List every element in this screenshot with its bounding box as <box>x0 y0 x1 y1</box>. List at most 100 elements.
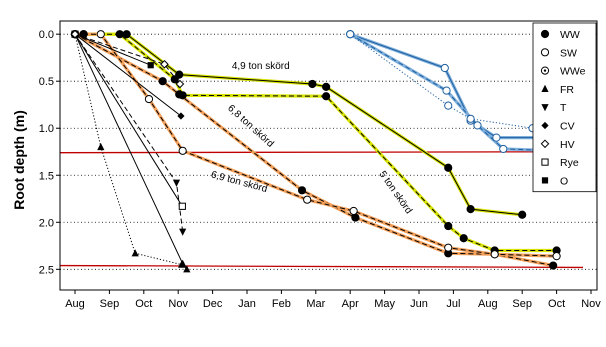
y-tick-label: 1.0 <box>39 123 54 135</box>
data-point <box>541 121 549 130</box>
x-tick-label: Mar <box>306 298 325 310</box>
data-point <box>297 186 307 195</box>
y-tick-label: 2.0 <box>39 217 54 229</box>
x-tick-label: Oct <box>135 298 152 310</box>
data-point <box>444 221 453 231</box>
data-point <box>466 205 475 214</box>
data-point-center <box>543 69 547 72</box>
y-tick-label: 0.0 <box>39 29 54 41</box>
legend-label: FR <box>560 84 574 96</box>
reference-line <box>59 151 584 154</box>
data-point <box>473 121 482 130</box>
x-tick-label: Dec <box>203 298 223 310</box>
data-point <box>459 234 468 243</box>
legend-label: O <box>560 175 568 187</box>
data-point <box>175 90 184 99</box>
data-point <box>178 260 186 268</box>
data-point <box>541 177 549 184</box>
plot-frame <box>59 20 598 291</box>
data-point <box>308 79 317 89</box>
reference-lines <box>59 151 584 269</box>
data-point <box>303 195 312 204</box>
x-tick-label: May <box>374 298 395 310</box>
data-point <box>122 30 131 39</box>
data-point <box>322 92 331 101</box>
data-point <box>541 158 549 166</box>
annotation-label: 5 ton skörd <box>377 169 414 216</box>
legend: WW SW WWe FR T CV HV Rye O <box>532 22 597 193</box>
data-point <box>541 104 549 112</box>
data-point <box>97 142 105 151</box>
legend-label: T <box>560 102 567 114</box>
series-line <box>349 33 557 152</box>
x-axis: Aug Sep Oct Nov Dec Jan Feb Mar Apr May Jun Jul Aug S… <box>65 290 601 310</box>
data-point <box>175 79 185 89</box>
data-point <box>96 30 105 39</box>
x-tick-label: Jan <box>238 298 256 310</box>
series-line <box>74 33 183 207</box>
y-axis: 0.0 0.5 1.0 1.5 2.0 2.5 <box>39 29 60 276</box>
data-point <box>540 29 550 39</box>
x-tick-label: Aug <box>65 298 85 310</box>
data-point <box>70 29 80 39</box>
data-point <box>444 163 453 172</box>
data-point <box>79 30 88 39</box>
legend-label: CV <box>560 121 575 133</box>
series-line <box>74 34 182 266</box>
data-point <box>540 139 550 149</box>
x-tick-label: Oct <box>548 298 565 310</box>
x-tick-label: Jun <box>410 298 428 310</box>
annotation-label: 6,8 ton skörd <box>225 103 275 150</box>
legend-label: WWe <box>560 66 586 78</box>
y-tick-label: 2.5 <box>39 264 54 276</box>
series-highlight <box>73 32 559 253</box>
x-tick-label: Nov <box>168 298 188 310</box>
data-point <box>170 75 179 84</box>
data-point <box>351 213 360 222</box>
data-point <box>177 112 185 120</box>
data-point <box>541 84 549 92</box>
series-line <box>74 33 151 66</box>
series-line <box>75 33 557 251</box>
data-point <box>183 265 191 273</box>
x-tick-label: Feb <box>272 298 291 310</box>
x-tick-label: Sep <box>100 298 120 310</box>
x-tick-label: Nov <box>581 298 601 310</box>
x-tick-label: Aug <box>478 298 498 310</box>
data-point <box>440 63 449 73</box>
y-tick-label: 1.5 <box>39 170 54 182</box>
data-point <box>499 144 508 154</box>
data-point <box>552 252 561 261</box>
data-point <box>147 62 154 69</box>
annotation-label: 4,9 ton skörd <box>232 61 290 72</box>
data-point <box>144 94 154 104</box>
data-point <box>492 133 501 142</box>
data-point <box>322 82 331 91</box>
legend-label: HV <box>560 139 575 151</box>
series-line <box>74 33 182 117</box>
data-point <box>160 59 169 69</box>
series-group <box>70 29 561 273</box>
data-point <box>158 77 167 86</box>
data-point <box>346 30 355 39</box>
series-line <box>75 33 557 257</box>
reference-line <box>59 264 584 269</box>
x-tick-label: Sep <box>512 298 532 310</box>
x-tick-label: Apr <box>342 298 359 310</box>
y-axis-title: Root depth (m) <box>11 110 27 210</box>
data-point <box>549 261 558 270</box>
legend-label: Rye <box>560 157 579 169</box>
data-point <box>349 206 358 216</box>
x-tick-label: Jul <box>446 298 460 310</box>
legend-label: WW <box>560 29 580 41</box>
data-point <box>540 48 550 57</box>
data-point <box>442 86 451 95</box>
data-point <box>444 243 453 252</box>
data-point <box>172 179 181 187</box>
series-highlight <box>73 32 559 258</box>
series-highlight <box>348 32 559 153</box>
data-point <box>178 146 187 155</box>
y-tick-label: 0.5 <box>39 76 54 88</box>
data-point <box>444 101 453 110</box>
legend-label: SW <box>560 47 577 59</box>
